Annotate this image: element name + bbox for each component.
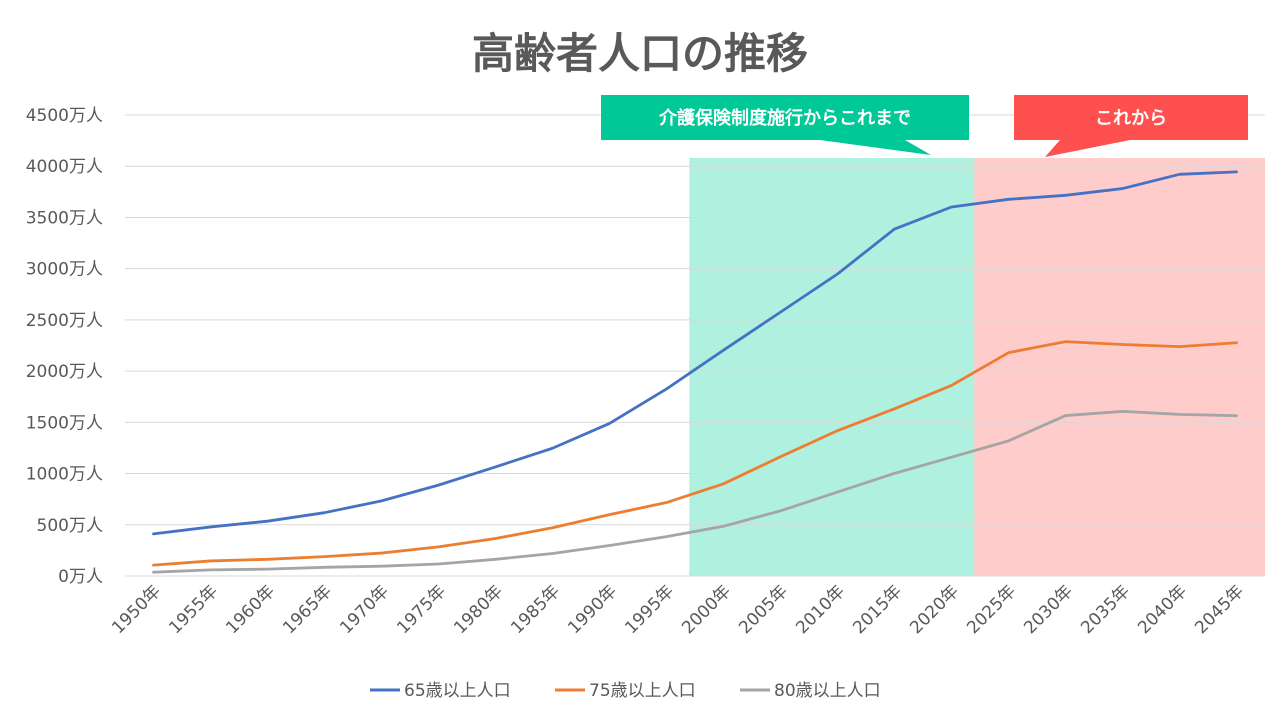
x-tick-label: 2045年 — [1191, 581, 1248, 638]
callout-pointer — [1045, 140, 1130, 157]
x-tick-label: 2030年 — [1020, 581, 1077, 638]
x-tick-label: 1950年 — [108, 581, 165, 638]
callout-label: 介護保険制度施行からこれまで — [658, 107, 911, 129]
callout-label: これから — [1095, 108, 1167, 129]
callout-box — [601, 95, 969, 140]
y-tick-label: 4000万人 — [26, 157, 103, 177]
legend-label: 75歳以上人口 — [589, 681, 696, 701]
x-tick-label: 1980年 — [450, 581, 507, 638]
y-tick-label: 2500万人 — [26, 311, 103, 331]
highlight-regions — [689, 158, 1265, 576]
y-tick-label: 2000万人 — [26, 362, 103, 382]
series-line-2 — [152, 340, 1238, 567]
y-tick-label: 1500万人 — [26, 413, 103, 433]
y-tick-label: 1000万人 — [26, 465, 103, 485]
series-lines — [152, 170, 1238, 574]
legend: 65歳以上人口 75歳以上人口 80歳以上人口 — [370, 681, 881, 701]
x-tick-label: 1960年 — [222, 581, 279, 638]
x-tick-label: 2040年 — [1134, 581, 1191, 638]
x-tick-label: 2015年 — [849, 581, 906, 638]
x-tick-label: 1965年 — [279, 581, 336, 638]
x-tick-label: 1995年 — [621, 581, 678, 638]
x-tick-label: 1985年 — [507, 581, 564, 638]
y-tick-label: 3000万人 — [26, 260, 103, 280]
callout-box — [1014, 95, 1248, 140]
x-tick-label: 2000年 — [678, 581, 735, 638]
legend-label: 65歳以上人口 — [404, 681, 511, 701]
y-axis-ticks: 0万人 500万人 1000万人 1500万人 2000万人 2500万人 3000万人 35… — [26, 106, 103, 587]
highlight-region-1 — [689, 158, 975, 576]
x-axis-ticks: 1950年 1955年 1960年 1965年 1970年 1975年 1980年 1985年… — [108, 581, 1248, 638]
highlight-region-2 — [974, 158, 1265, 576]
x-tick-label: 2020年 — [906, 581, 963, 638]
series-line-3 — [152, 409, 1238, 574]
y-tick-label: 0万人 — [58, 567, 103, 587]
x-tick-label: 2025年 — [963, 581, 1020, 638]
callout-pointer — [820, 140, 931, 155]
x-tick-label: 1990年 — [564, 581, 621, 638]
x-tick-label: 1975年 — [393, 581, 450, 638]
x-tick-label: 1955年 — [165, 581, 222, 638]
x-tick-label: 2010年 — [792, 581, 849, 638]
annotation-callouts: 介護保険制度施行からこれまで これから — [601, 95, 1248, 157]
x-tick-label: 2035年 — [1077, 581, 1134, 638]
x-tick-label: 1970年 — [336, 581, 393, 638]
chart-title: 高齢者人口の推移 — [472, 29, 808, 78]
legend-label: 80歳以上人口 — [774, 681, 881, 701]
gridlines — [125, 114, 1265, 577]
y-tick-label: 4500万人 — [26, 106, 103, 126]
y-tick-label: 3500万人 — [26, 208, 103, 228]
y-tick-label: 500万人 — [37, 516, 103, 536]
series-line-1 — [152, 170, 1238, 536]
x-tick-label: 2005年 — [735, 581, 792, 638]
